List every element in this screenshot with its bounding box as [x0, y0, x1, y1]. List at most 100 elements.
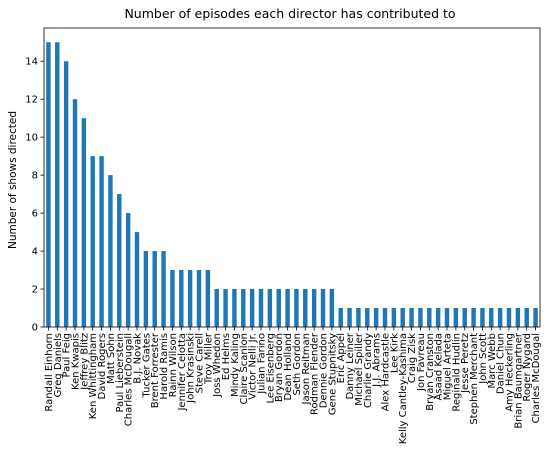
x-tick-label: Rainn Wilson	[168, 333, 179, 397]
x-tick-label: Craig Zisk	[407, 333, 418, 383]
x-tick-label: Seth Gordon	[292, 333, 303, 396]
x-tick-label: Reginald Hudlin	[451, 333, 462, 412]
bar	[99, 156, 104, 327]
x-tick-label: Matt Sohn	[106, 333, 117, 384]
bar	[81, 118, 87, 327]
x-tick-label: Paul Feig	[62, 333, 73, 378]
bar	[480, 308, 485, 327]
bar	[294, 289, 299, 327]
x-tick-label: Jennifer Celotta	[177, 333, 188, 412]
bar	[187, 270, 193, 327]
x-tick-label: Tucker Gates	[141, 333, 152, 398]
x-tick-label: Ed Helms	[221, 333, 232, 380]
bar	[303, 289, 308, 327]
bar	[427, 308, 432, 327]
x-tick-label: Michael Spiller	[354, 332, 365, 406]
y-axis-label: Number of shows directed	[7, 111, 19, 249]
x-tick-label: Steve Carell	[195, 333, 206, 393]
bar	[489, 308, 494, 327]
bar	[497, 308, 503, 327]
x-tick-label: Jason Reitman	[301, 333, 312, 405]
y-tick-label: 8	[32, 171, 38, 182]
x-tick-label: Ken Whittingham	[88, 333, 99, 419]
bar	[506, 308, 512, 327]
bar	[117, 194, 122, 327]
x-tick-label: Kelly Cantley-Kashima	[398, 333, 409, 444]
bar	[285, 289, 290, 327]
bar	[311, 289, 317, 327]
bar	[418, 308, 423, 327]
x-tick-label: Randall Einhorn	[44, 333, 55, 412]
bars-group	[46, 42, 538, 327]
bar	[462, 308, 467, 327]
bar	[338, 308, 343, 327]
x-tick-label: Bryan Cranston	[425, 333, 436, 411]
bar	[170, 270, 175, 327]
y-axis-ticks: 0 2 4 6 8 10 12 14	[25, 57, 44, 334]
y-tick-label: 4	[32, 247, 38, 258]
bar	[72, 99, 78, 327]
bar	[471, 308, 476, 327]
x-tick-label: Harold Ramis	[159, 333, 170, 400]
bar	[152, 251, 157, 327]
bar	[232, 289, 237, 327]
x-tick-label: Julian Farino	[257, 333, 268, 395]
bar	[108, 175, 113, 327]
x-tick-label: Jesse Peretz	[460, 333, 471, 394]
bar	[63, 61, 69, 327]
x-tick-label: Dean Holland	[283, 333, 294, 401]
bar	[382, 308, 388, 327]
bar	[515, 308, 521, 327]
x-tick-label: Alex Hardcastle	[381, 333, 392, 411]
x-tick-label: David Rogers	[97, 333, 108, 400]
x-tick-label: Lee Kirk	[389, 333, 400, 373]
bar	[267, 289, 273, 327]
bar	[347, 308, 352, 327]
bar	[444, 308, 450, 327]
y-tick-label: 0	[32, 323, 38, 334]
bar	[524, 308, 529, 327]
bar	[179, 270, 184, 327]
x-tick-label: Gene Stupnitsky	[327, 333, 338, 415]
bar	[55, 42, 60, 327]
bar	[143, 251, 149, 327]
x-tick-label: Bryan Gordon	[274, 333, 285, 402]
bar	[365, 308, 370, 327]
x-tick-label: Joss Whedon	[212, 333, 223, 398]
bar	[329, 289, 335, 327]
bar	[453, 308, 459, 327]
bar	[533, 308, 538, 327]
x-tick-label: Asaad Kelada	[434, 333, 445, 400]
bar	[205, 270, 211, 327]
x-tick-label: B.J. Novak	[133, 333, 144, 384]
x-tick-label: Ken Kwapis	[71, 333, 82, 390]
bar	[134, 232, 140, 327]
x-tick-label: Dennie Gordon	[319, 333, 330, 408]
y-tick-label: 10	[25, 133, 38, 144]
x-tick-label: Jon Favreau	[416, 333, 427, 392]
x-tick-label: Charles McDougal	[531, 333, 542, 423]
x-tick-label: J.J. Abrams	[372, 333, 383, 388]
x-tick-label: Brent Forrester	[150, 332, 161, 408]
bar	[391, 308, 397, 327]
bar	[90, 156, 95, 327]
x-tick-label: Rodman Flender	[310, 332, 321, 415]
x-tick-label: Amy Heckerling	[505, 333, 516, 412]
y-tick-label: 14	[25, 57, 38, 68]
x-tick-label: Troy Miller	[203, 332, 214, 385]
bar	[409, 308, 414, 327]
x-tick-label: Victor Nelli Jr.	[248, 333, 259, 400]
bar	[400, 308, 405, 327]
x-tick-label: Charles McDougall	[124, 333, 135, 426]
y-tick-label: 12	[25, 95, 38, 106]
bar	[249, 289, 255, 327]
x-tick-label: Daniel Chun	[496, 333, 507, 394]
plot-area-frame	[43, 27, 541, 328]
x-tick-label: Greg Daniels	[53, 333, 64, 397]
bar	[373, 308, 379, 327]
bar	[356, 308, 361, 327]
x-tick-label: Paul Lieberstein	[115, 333, 126, 413]
bar	[258, 289, 264, 327]
